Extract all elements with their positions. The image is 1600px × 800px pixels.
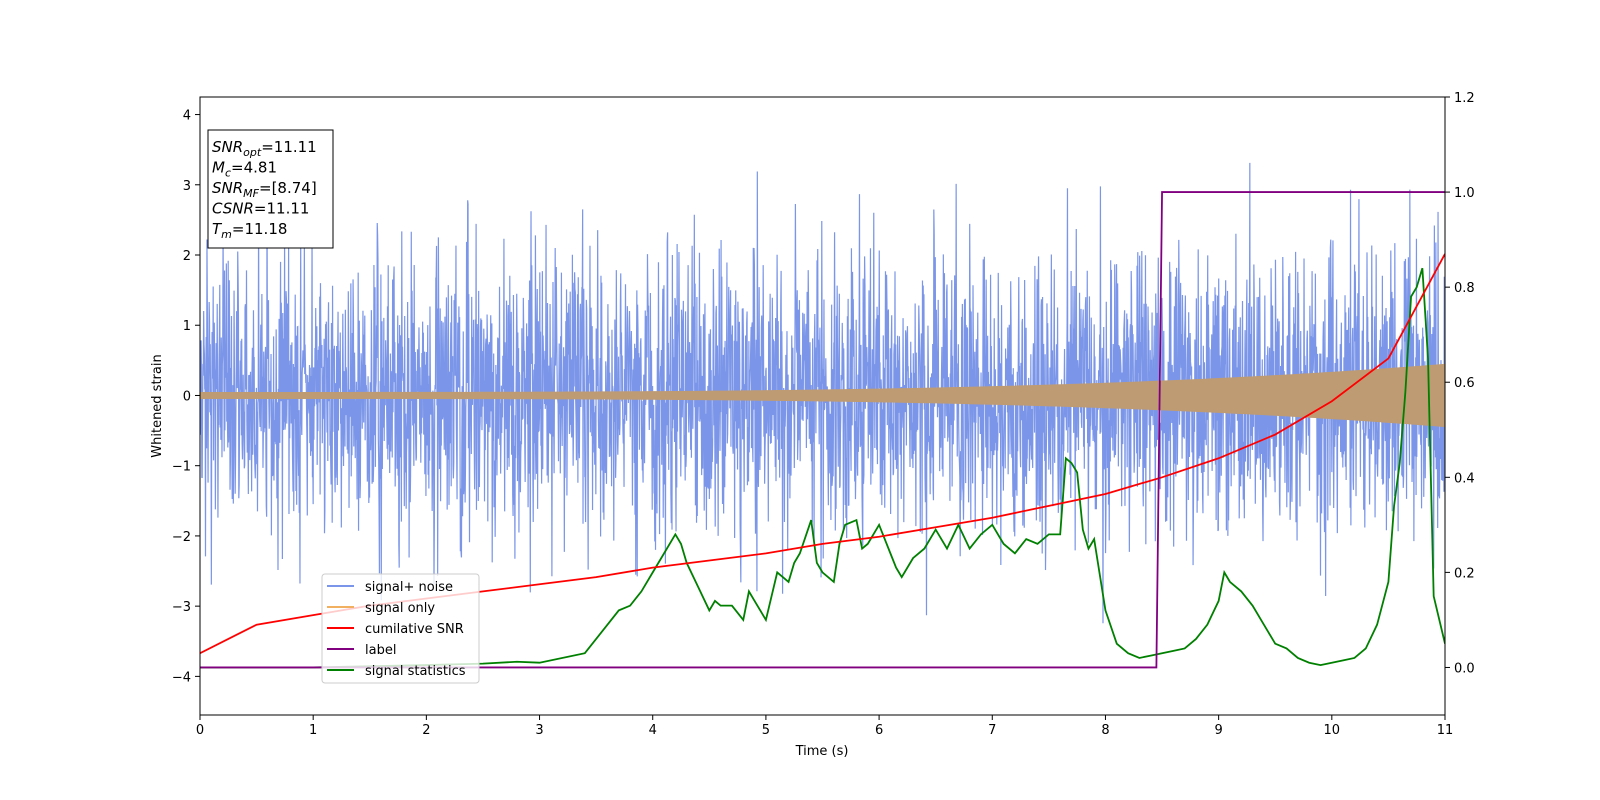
x-tick-label: 6 bbox=[875, 723, 883, 738]
x-tick-label: 8 bbox=[1101, 723, 1109, 738]
y-right-tick-label: 1.2 bbox=[1454, 91, 1475, 106]
y-left-tick-label: −3 bbox=[172, 600, 191, 615]
y-left-tick-label: −2 bbox=[172, 530, 191, 545]
y-right-tick-label: 0.8 bbox=[1454, 281, 1475, 296]
info-box: SNRopt=11.11Mc=4.81SNRMF=[8.74]CSNR=11.1… bbox=[207, 129, 334, 249]
x-tick-label: 3 bbox=[535, 723, 543, 738]
legend-label: signal only bbox=[365, 601, 435, 616]
y-left-tick-label: 0 bbox=[183, 389, 191, 404]
legend-frame bbox=[321, 573, 480, 684]
plot-frame bbox=[199, 96, 1446, 716]
y-right-tick-label: 0.6 bbox=[1454, 376, 1475, 391]
x-tick-label: 0 bbox=[196, 723, 204, 738]
y-right-tick-label: 0.4 bbox=[1454, 471, 1475, 486]
x-tick-label: 9 bbox=[1214, 723, 1222, 738]
signal-statistics-line bbox=[200, 267, 1445, 669]
y-left-tick-label: 1 bbox=[183, 319, 191, 334]
x-tick-label: 1 bbox=[309, 723, 317, 738]
y-axis-left: −4 −3 −2 −1 0 1 2 3 4 bbox=[172, 109, 200, 685]
y-right-tick-label: 0.2 bbox=[1454, 566, 1475, 581]
y-axis-right: 0.0 0.2 0.4 0.6 0.8 1.0 1.2 bbox=[1445, 91, 1475, 676]
x-axis-label: Time (s) bbox=[795, 744, 849, 759]
info-box-frame bbox=[207, 129, 334, 249]
legend-label: signal+ noise bbox=[365, 580, 453, 595]
y-left-tick-label: 2 bbox=[183, 249, 191, 264]
info-box-line: CSNR=11.11 bbox=[212, 200, 309, 218]
legend: signal+ noise signal only cumilative SNR la… bbox=[321, 573, 480, 684]
y-axis-label: Whitened strain bbox=[150, 354, 165, 457]
x-tick-label: 5 bbox=[762, 723, 770, 738]
info-box-line: SNRMF=[8.74] bbox=[212, 179, 317, 200]
y-right-tick-label: 0.0 bbox=[1454, 661, 1475, 676]
y-left-tick-label: −4 bbox=[172, 670, 191, 685]
signal-only-band bbox=[200, 363, 1445, 428]
y-left-tick-label: −1 bbox=[172, 460, 191, 475]
y-left-tick-label: 4 bbox=[183, 109, 191, 124]
signal-only-series bbox=[200, 363, 1445, 428]
legend-label: cumilative SNR bbox=[365, 622, 464, 637]
x-axis: 0 1 2 3 4 5 6 7 8 9 10 11 bbox=[196, 715, 1453, 738]
legend-label: signal statistics bbox=[365, 664, 466, 679]
x-tick-label: 10 bbox=[1324, 723, 1341, 738]
y-left-tick-label: 3 bbox=[183, 179, 191, 194]
y-right-tick-label: 1.0 bbox=[1454, 186, 1475, 201]
legend-label: label bbox=[365, 643, 396, 658]
info-box-line: SNRopt=11.11 bbox=[212, 138, 317, 159]
label-line bbox=[200, 191, 1445, 669]
x-tick-label: 7 bbox=[988, 723, 996, 738]
x-tick-label: 11 bbox=[1437, 723, 1454, 738]
x-tick-label: 4 bbox=[649, 723, 657, 738]
x-tick-label: 2 bbox=[422, 723, 430, 738]
info-box-line: Mc=4.81 bbox=[212, 159, 277, 180]
info-box-line: Tm=11.18 bbox=[212, 220, 287, 241]
